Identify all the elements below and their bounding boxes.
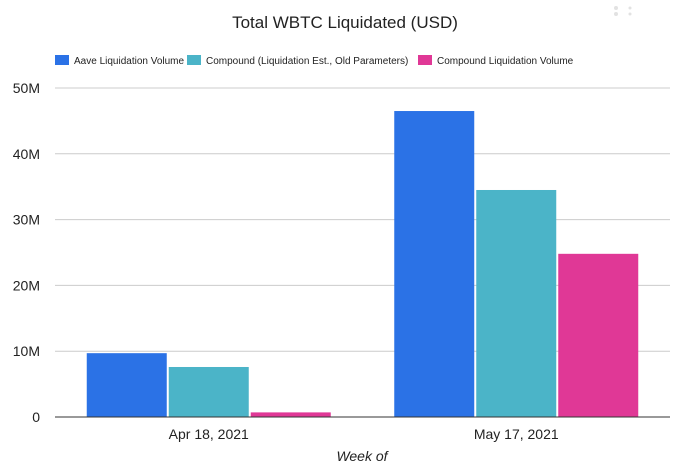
bar[interactable]: [476, 189, 557, 417]
y-tick-label: 30M: [13, 212, 40, 228]
legend-swatch: [187, 55, 201, 65]
bar[interactable]: [558, 253, 639, 417]
bar[interactable]: [168, 366, 249, 417]
y-tick-label: 50M: [13, 80, 40, 96]
x-tick-label: May 17, 2021: [474, 426, 559, 442]
chart-title: Total WBTC Liquidated (USD): [232, 13, 458, 32]
legend: Aave Liquidation Volume Compound (Liquida…: [55, 55, 574, 67]
bars: [86, 111, 639, 417]
bar[interactable]: [250, 412, 331, 417]
y-tick-label: 0: [32, 409, 40, 425]
x-axis-label: Week of: [336, 448, 389, 464]
legend-label: Compound (Liquidation Est., Old Paramete…: [206, 56, 408, 67]
legend-swatch: [418, 55, 432, 65]
legend-swatch: [55, 55, 69, 65]
bar[interactable]: [394, 111, 475, 417]
y-tick-label: 40M: [13, 146, 40, 162]
y-axis-ticks: 0 10M 20M 30M 40M 50M: [13, 80, 40, 425]
legend-label: Aave Liquidation Volume: [74, 56, 185, 67]
y-tick-label: 10M: [13, 343, 40, 359]
legend-label: Compound Liquidation Volume: [437, 56, 574, 67]
x-tick-label: Apr 18, 2021: [169, 426, 249, 442]
y-tick-label: 20M: [13, 277, 40, 293]
x-axis-ticks: Apr 18, 2021 May 17, 2021: [169, 426, 559, 442]
bar[interactable]: [86, 353, 167, 417]
chart-menu-icon[interactable]: [614, 6, 632, 16]
